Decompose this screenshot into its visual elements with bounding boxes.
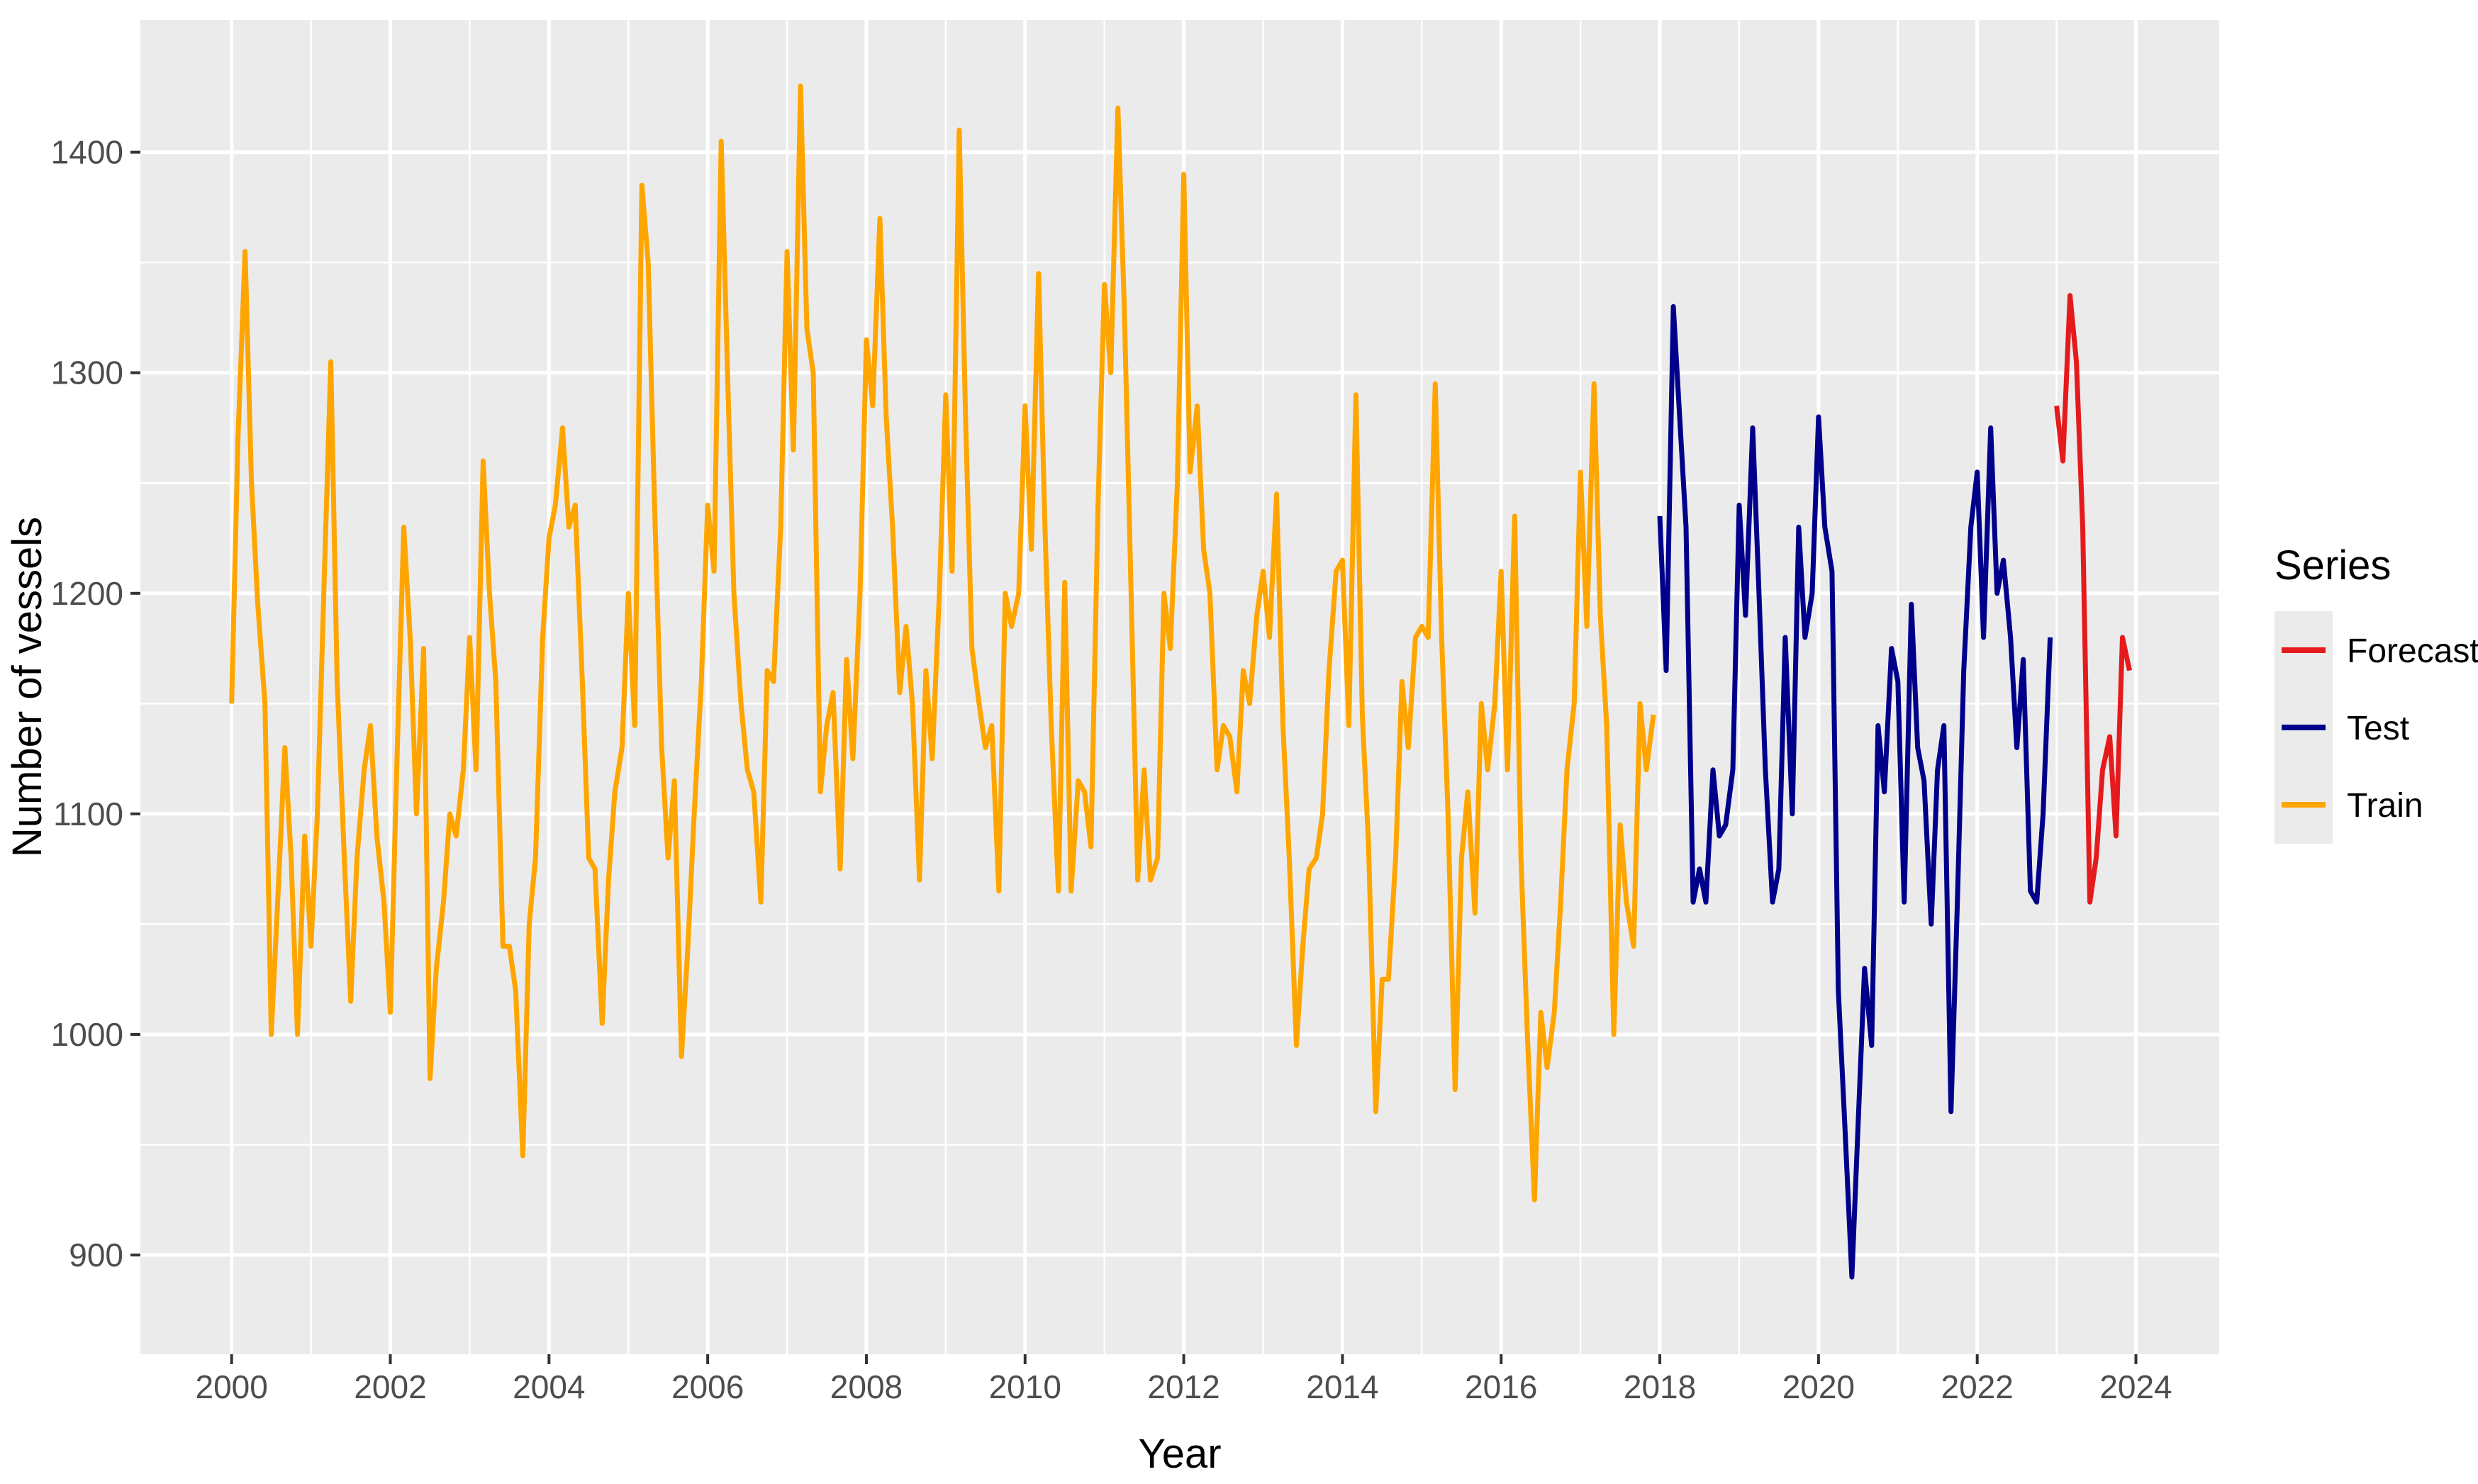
x-tick-label: 2006 xyxy=(671,1368,744,1405)
x-axis: 2000 2002 2004 2006 2008 2010 2012 2014 2016 2018… xyxy=(196,1354,2172,1405)
legend-label-test: Test xyxy=(2347,710,2409,747)
x-axis-title: Year xyxy=(1138,1431,1221,1477)
x-tick-label: 2004 xyxy=(513,1368,585,1405)
grid xyxy=(140,20,2219,1354)
panel-background xyxy=(140,20,2219,1354)
x-tick-label: 2012 xyxy=(1147,1368,1220,1405)
x-tick-label: 2024 xyxy=(2099,1368,2172,1405)
x-tick-label: 2016 xyxy=(1465,1368,1537,1405)
x-tick-label: 2018 xyxy=(1624,1368,1696,1405)
y-tick-label: 1000 xyxy=(51,1016,123,1053)
y-tick-label: 1300 xyxy=(51,355,123,391)
x-tick-label: 2010 xyxy=(989,1368,1061,1405)
series-line-forecast xyxy=(2054,293,2132,905)
x-tick-label: 2008 xyxy=(830,1368,903,1405)
legend: Series Forecast Test Train xyxy=(2275,542,2478,844)
series-line-train xyxy=(229,83,1656,1203)
series-lines xyxy=(229,83,2132,1280)
legend-title: Series xyxy=(2275,542,2391,588)
series-line-test xyxy=(1657,303,2053,1280)
legend-label-train: Train xyxy=(2347,787,2423,825)
y-tick-label: 900 xyxy=(69,1237,123,1273)
legend-label-forecast: Forecast xyxy=(2347,632,2478,670)
x-tick-label: 2020 xyxy=(1782,1368,1855,1405)
x-tick-label: 2002 xyxy=(354,1368,426,1405)
y-tick-label: 1200 xyxy=(51,575,123,612)
y-axis-title: Number of vessels xyxy=(4,517,50,857)
y-axis: 900 1000 1100 1200 1300 1400 xyxy=(51,134,140,1273)
x-tick-label: 2014 xyxy=(1306,1368,1378,1405)
x-tick-label: 2000 xyxy=(196,1368,268,1405)
y-tick-label: 1400 xyxy=(51,134,123,171)
y-tick-label: 1100 xyxy=(53,796,123,832)
x-tick-label: 2022 xyxy=(1941,1368,2014,1405)
